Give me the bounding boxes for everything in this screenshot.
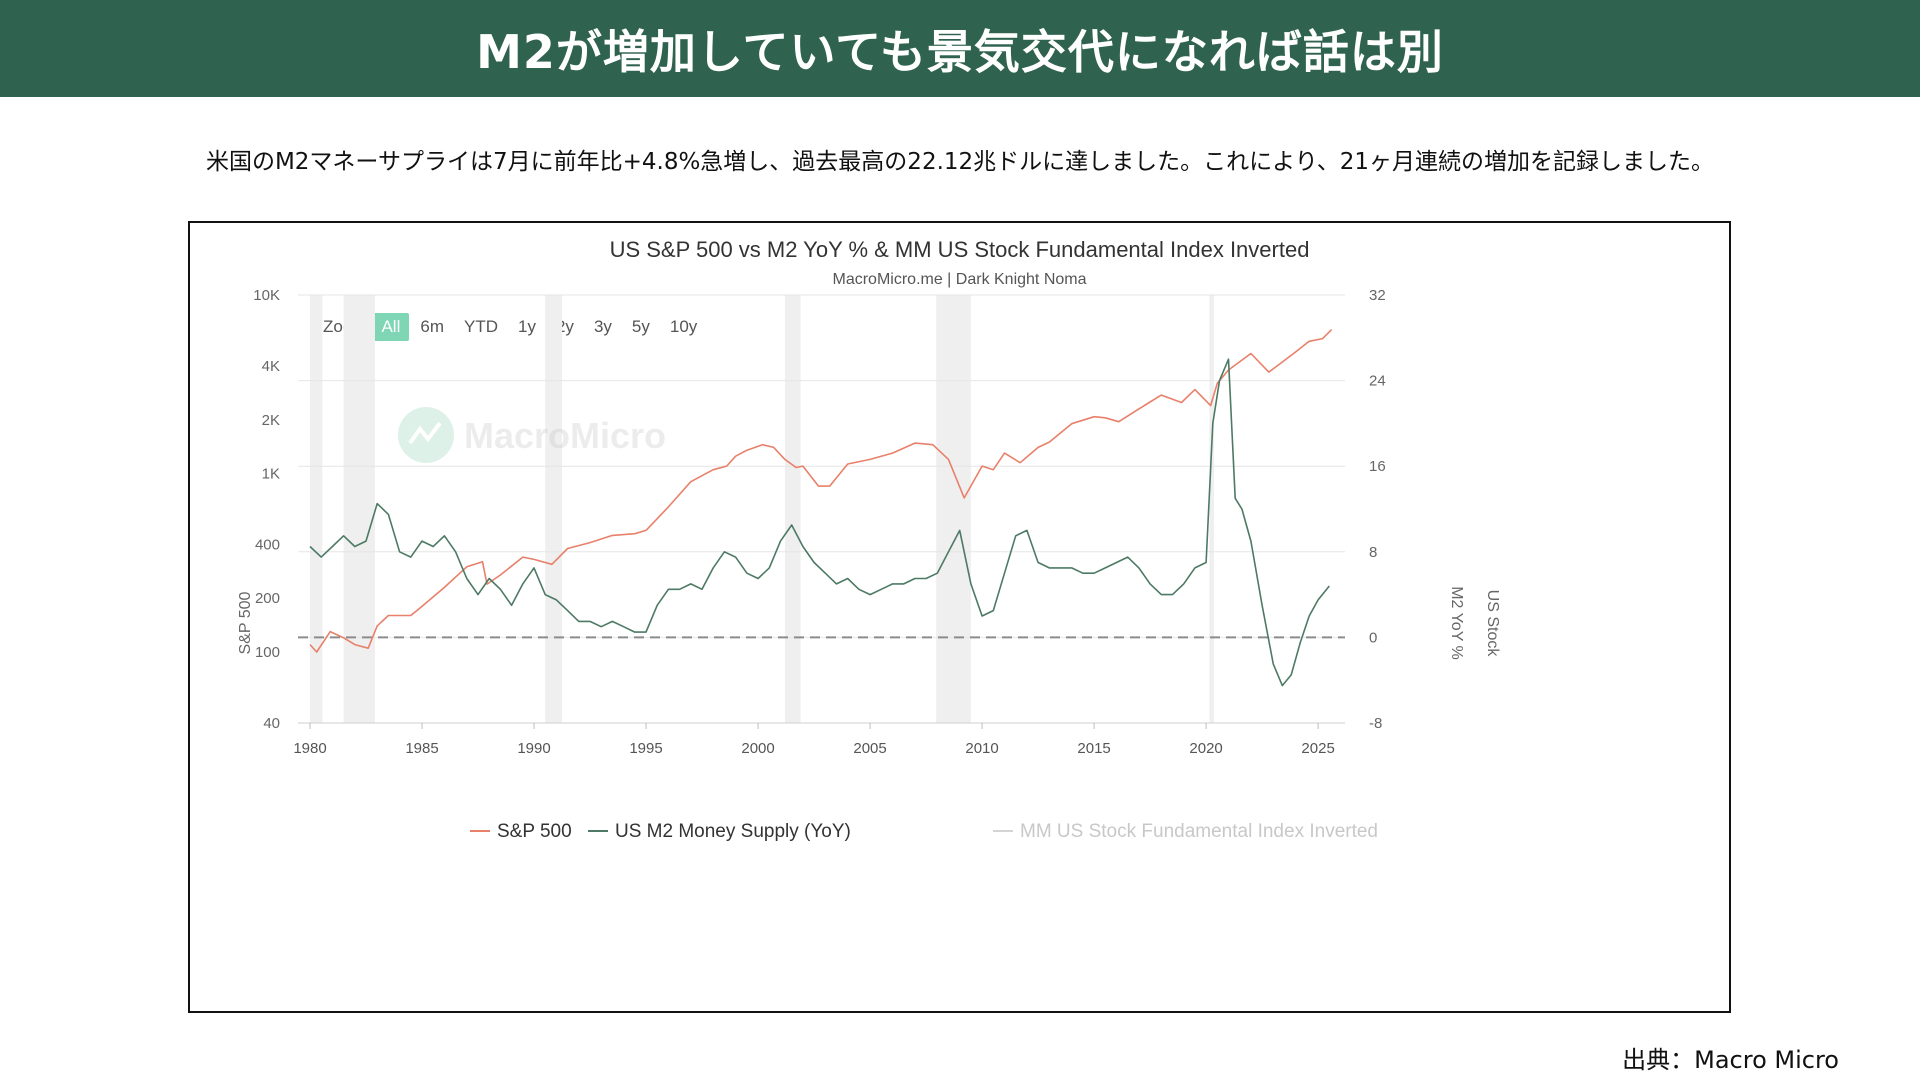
recession-band [936, 295, 971, 723]
legend-label-m2: US M2 Money Supply (YoY) [615, 821, 851, 842]
right-axis-label-m2: M2 YoY % [1448, 586, 1465, 660]
legend-label-sp500: S&P 500 [497, 821, 572, 842]
x-tick-label: 1990 [517, 740, 550, 757]
left-axis-label: S&P 500 [237, 591, 254, 654]
right-tick-label: -8 [1369, 715, 1382, 732]
chart-frame: US S&P 500 vs M2 YoY % & MM US Stock Fun… [188, 221, 1731, 1013]
zoom-button-5y[interactable]: 5y [631, 317, 650, 336]
chart-plot-svg: MacroMicro 10K 4K 2K 1K 400 200 100 40 32 24 16 8 0… [237, 287, 1501, 842]
right-axis-label-us-stock: US Stock [1484, 590, 1501, 658]
x-tick-label: 2010 [965, 740, 998, 757]
zoom-button-ytd[interactable]: YTD [464, 317, 498, 336]
left-tick-label: 4K [262, 358, 280, 375]
recession-band [1209, 295, 1214, 723]
title-banner: M2が増加していても景気交代になれば話は別 [0, 0, 1920, 97]
x-tick-label: 1980 [293, 740, 326, 757]
right-axis-ticks: 32 24 16 8 0 -8 [1369, 287, 1386, 732]
right-tick-label: 24 [1369, 373, 1386, 390]
recession-band [310, 295, 323, 723]
x-tick-label: 2025 [1301, 740, 1334, 757]
zoom-button-1y[interactable]: 1y [518, 317, 536, 336]
watermark: MacroMicro [398, 407, 666, 463]
left-tick-label: 100 [255, 644, 280, 661]
legend: S&P 500 US M2 Money Supply (YoY) MM US S… [470, 821, 1378, 842]
legend-item-sp500[interactable]: S&P 500 [470, 821, 572, 842]
legend-label-mm-index: MM US Stock Fundamental Index Inverted [1020, 821, 1378, 842]
x-tick-label: 1985 [405, 740, 438, 757]
source-credit: 出典：Macro Micro [1622, 1046, 1839, 1074]
watermark-chart-icon [408, 421, 442, 445]
lead-text: 米国のM2マネーサプライは7月に前年比+4.8%急増し、過去最高の22.12兆ド… [205, 149, 1715, 175]
legend-item-m2[interactable]: US M2 Money Supply (YoY) [588, 821, 851, 842]
right-tick-label: 0 [1369, 629, 1377, 646]
right-tick-label: 16 [1369, 458, 1386, 475]
x-tick-label: 2000 [741, 740, 774, 757]
series-lines [309, 329, 1333, 687]
m2-yoy-line [309, 358, 1330, 687]
left-tick-label: 400 [255, 537, 280, 554]
recession-band [545, 295, 563, 723]
chart-title: US S&P 500 vs M2 YoY % & MM US Stock Fun… [609, 237, 1310, 262]
watermark-text: MacroMicro [464, 415, 666, 456]
chart-subtitle: MacroMicro.me | Dark Knight Noma [832, 271, 1087, 288]
x-axis-ticks: 1980 1985 1990 1995 2000 2005 2010 2015 2020 2025 [293, 722, 1345, 757]
left-tick-label: 2K [262, 412, 280, 429]
right-tick-label: 32 [1369, 287, 1386, 304]
zoom-button-6m[interactable]: 6m [420, 317, 444, 336]
zoom-button-10y[interactable]: 10y [669, 317, 698, 336]
right-tick-label: 8 [1369, 544, 1377, 561]
recession-band [784, 295, 801, 723]
zoom-button-all[interactable]: All [372, 313, 410, 341]
legend-item-mm-index[interactable]: MM US Stock Fundamental Index Inverted [993, 821, 1378, 842]
sp500-line [309, 329, 1333, 653]
left-tick-label: 200 [255, 590, 280, 607]
x-tick-label: 1995 [629, 740, 662, 757]
left-tick-label: 1K [262, 465, 280, 482]
zoom-button-3y[interactable]: 3y [593, 317, 612, 336]
x-tick-label: 2015 [1077, 740, 1110, 757]
left-tick-label: 10K [253, 287, 280, 304]
recession-band [343, 295, 375, 723]
page-title: M2が増加していても景気交代になれば話は別 [476, 24, 1444, 79]
left-axis-ticks: 10K 4K 2K 1K 400 200 100 40 [253, 287, 280, 732]
x-tick-label: 2005 [853, 740, 886, 757]
recession-bands [310, 295, 1214, 723]
left-tick-label: 40 [263, 715, 280, 732]
x-tick-label: 2020 [1189, 740, 1222, 757]
grid-lines [298, 294, 1345, 724]
watermark-logo-icon [398, 407, 454, 463]
